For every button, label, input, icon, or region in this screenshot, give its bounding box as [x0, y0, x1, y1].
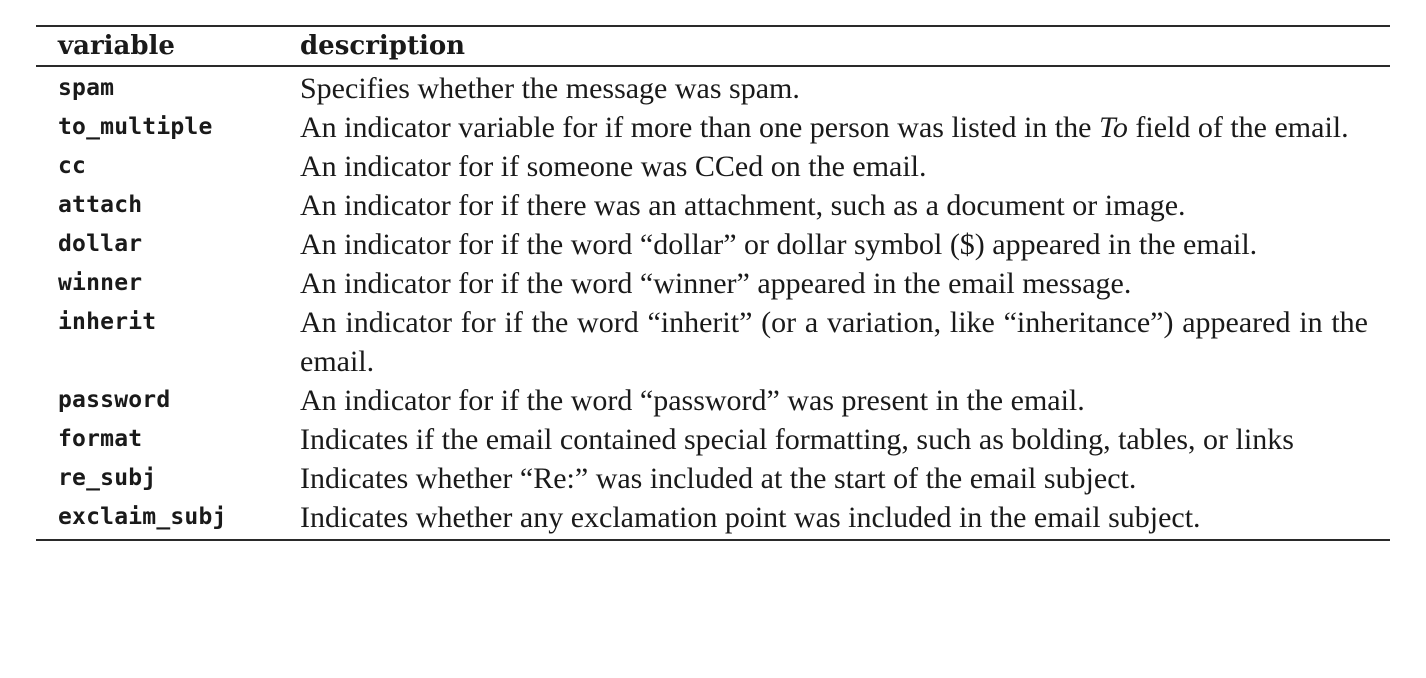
table-row: exclaim_subj Indicates whether any exclam… — [36, 498, 1390, 539]
variable-description: Specifies whether the message was spam. — [300, 71, 800, 105]
table-row: dollar An indicator for if the word “doll… — [36, 225, 1390, 264]
header-row: variable description — [36, 27, 1390, 65]
variable-description: Indicates if the email contained special… — [300, 422, 1294, 456]
variable-name: format — [58, 425, 143, 452]
variable-description: An indicator variable for if more than o… — [300, 110, 1349, 144]
table-row: to_multiple An indicator variable for if … — [36, 108, 1390, 147]
variable-name: cc — [58, 152, 87, 179]
variable-description: An indicator for if the word “winner” ap… — [300, 266, 1132, 300]
bottom-rule — [36, 538, 1390, 541]
table-row: password An indicator for if the word “pa… — [36, 381, 1390, 420]
table-row: inherit An indicator for if the word “inh… — [36, 303, 1390, 381]
variable-description: An indicator for if the word “inherit” (… — [300, 305, 1368, 378]
table-row: winner An indicator for if the word “winn… — [36, 264, 1390, 303]
table-row: re_subj Indicates whether “Re:” was inclu… — [36, 459, 1390, 498]
variable-name: inherit — [58, 308, 157, 335]
header-description: description — [300, 31, 466, 61]
variable-description: An indicator for if the word “password” … — [300, 383, 1085, 417]
variable-description: Indicates whether “Re:” was included at … — [300, 461, 1137, 495]
variable-table: variable description spam Specifies wheth… — [36, 25, 1390, 541]
table: variable description — [36, 27, 1390, 65]
table-row: spam Specifies whether the message was sp… — [36, 67, 1390, 108]
variable-name: exclaim_subj — [58, 503, 227, 530]
header-variable: variable — [58, 31, 175, 61]
table-row: cc An indicator for if someone was CCed o… — [36, 147, 1390, 186]
variable-description: An indicator for if there was an attachm… — [300, 188, 1186, 222]
variable-name: attach — [58, 191, 143, 218]
table-row: format Indicates if the email contained s… — [36, 420, 1390, 459]
header-rule — [36, 65, 1390, 67]
variable-name: re_subj — [58, 464, 157, 491]
variable-name: to_multiple — [58, 113, 213, 140]
variable-name: password — [58, 386, 171, 413]
table-body: spam Specifies whether the message was sp… — [36, 67, 1390, 539]
variable-name: spam — [58, 74, 115, 101]
variable-name: dollar — [58, 230, 143, 257]
variable-description: An indicator for if the word “dollar” or… — [300, 227, 1258, 261]
variable-name: winner — [58, 269, 143, 296]
table-row: attach An indicator for if there was an a… — [36, 186, 1390, 225]
variable-description: An indicator for if someone was CCed on … — [300, 149, 927, 183]
top-rule — [36, 25, 1390, 27]
variable-description: Indicates whether any exclamation point … — [300, 500, 1201, 534]
